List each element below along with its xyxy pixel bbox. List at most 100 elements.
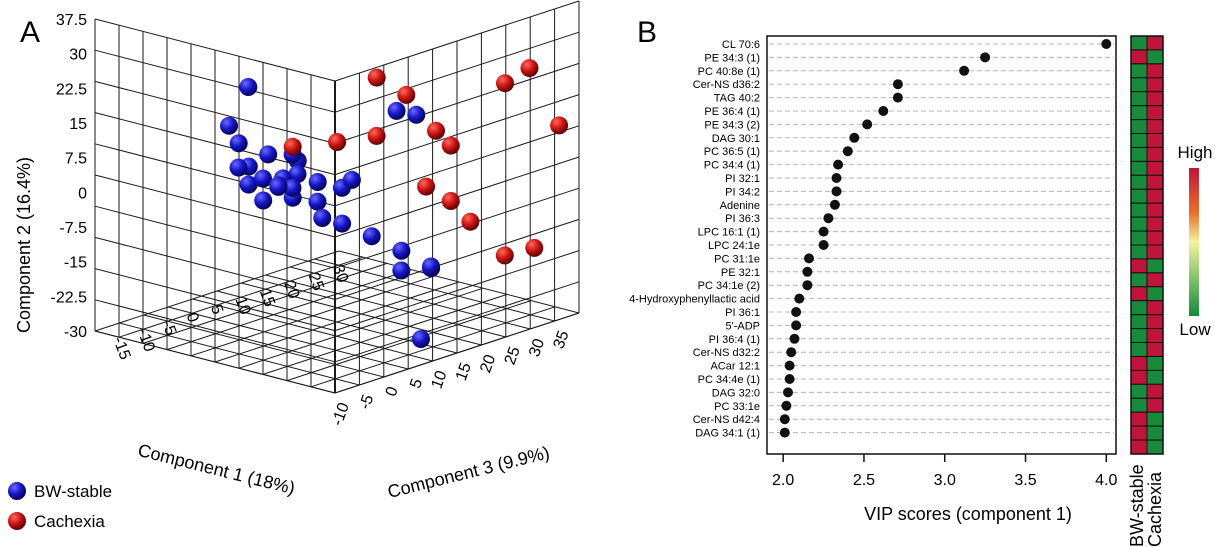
point-bw-stable [229, 158, 248, 177]
heatmap-strip [1130, 35, 1164, 455]
grid-line [334, 187, 580, 269]
y-tick-label: 22.5 [56, 81, 87, 98]
y-axis-label: Component 2 (16.4%) [14, 157, 34, 333]
legend-item-bw-stable: BW-stable [8, 482, 112, 501]
grid-line [265, 274, 506, 338]
vip-dot [802, 280, 813, 291]
lipid-label: DAG 30:1 [712, 133, 760, 145]
y-tick-label: 0 [78, 185, 87, 202]
lipid-label: Adenine [720, 200, 760, 212]
point-bw-stable [392, 261, 411, 280]
vip-dot [831, 186, 842, 197]
grid-line [94, 205, 336, 269]
vip-dot [862, 119, 873, 130]
grid-line [168, 306, 409, 370]
vip-dot [959, 65, 970, 76]
grid-line [334, 218, 580, 300]
lipid-label: PC 34:4e (1) [698, 374, 760, 386]
lipid-label: PC 31:1e [714, 253, 760, 265]
heat-cell-bw-stable [1130, 119, 1148, 135]
vip-dot [833, 159, 844, 170]
lipid-label: Cer-NS d32:2 [693, 347, 760, 359]
heat-cell-bw-stable [1130, 397, 1148, 413]
heat-cell-bw-stable [1130, 314, 1148, 330]
vip-dot [781, 400, 792, 411]
lipid-label: TAG 40:2 [714, 93, 760, 105]
grid-line [334, 281, 580, 363]
point-bw-stable [283, 178, 302, 197]
vip-dot [849, 132, 860, 143]
heat-cell-cachexia [1146, 35, 1164, 51]
heat-cell-bw-stable [1130, 383, 1148, 399]
lipid-label: 5'-ADP [726, 320, 761, 332]
heat-cell-cachexia [1146, 258, 1164, 274]
vip-x-axis-label: VIP scores (component 1) [864, 504, 1072, 524]
point-bw-stable [387, 101, 406, 120]
vip-tick-label: 3.5 [1014, 472, 1036, 489]
heat-cell-cachexia [1146, 202, 1164, 218]
vip-tick-label: 4.0 [1095, 472, 1117, 489]
point-bw-stable [342, 170, 361, 189]
heat-cell-bw-stable [1130, 411, 1148, 427]
point-cachexia [441, 136, 460, 155]
point-bw-stable [239, 78, 258, 96]
heat-cell-bw-stable [1130, 342, 1148, 357]
point-bw-stable [308, 192, 327, 211]
x-tick-label: -15 [109, 335, 133, 363]
z-tick-label: 35 [550, 328, 572, 351]
vip-dot [804, 253, 814, 264]
vip-dot [892, 92, 903, 103]
heat-cell-bw-stable [1130, 272, 1148, 288]
y-tick-label: 37.5 [56, 12, 87, 29]
x-tick-label: 0 [183, 311, 202, 325]
point-bw-stable [308, 173, 327, 191]
z-tick-label: 20 [477, 352, 499, 375]
heat-cell-cachexia [1146, 314, 1164, 330]
grid-line [94, 49, 336, 113]
panel-a-letter: A [20, 16, 40, 49]
heat-cell-cachexia [1146, 439, 1164, 455]
point-bw-stable [254, 169, 272, 188]
x-tick-label: -10 [134, 327, 158, 355]
vip-dot [829, 199, 840, 210]
grid-line [94, 268, 336, 332]
lipid-label: 4-Hydroxyphenyllactic acid [629, 294, 760, 306]
point-cachexia [367, 126, 386, 145]
x-tick-label: 20 [280, 279, 302, 302]
lipid-label: DAG 34:1 (1) [695, 428, 760, 440]
heatmap-frame [1130, 35, 1164, 455]
lipid-label: ACar 12:1 [710, 361, 760, 373]
scale-high-label: High [1178, 143, 1213, 162]
lipid-label: LPC 16:1 (1) [698, 227, 760, 239]
vip-dot [791, 320, 802, 331]
heat-cell-bw-stable [1130, 216, 1148, 232]
grid-line [334, 94, 580, 176]
point-bw-stable [239, 175, 258, 194]
color-scale: High Low [1178, 143, 1213, 339]
y-tick-label: -7.5 [59, 220, 87, 237]
vip-dot [783, 387, 793, 398]
heat-cell-cachexia [1146, 147, 1164, 162]
point-bw-stable [422, 257, 440, 276]
y-tick-label: 7.5 [65, 151, 87, 168]
heat-cell-cachexia [1146, 397, 1164, 413]
z-tick-label: 10 [428, 368, 450, 391]
lipid-label: DAG 32:0 [712, 387, 760, 399]
point-bw-stable [362, 227, 381, 246]
point-cachexia [417, 177, 436, 196]
point-cachexia [520, 59, 539, 78]
heat-cell-cachexia [1146, 342, 1164, 357]
point-cachexia [367, 68, 386, 87]
lipid-label: PI 34:2 [725, 186, 760, 198]
x-tick-label: -5 [158, 319, 179, 338]
lipid-label: PC 34:1e (2) [698, 280, 760, 292]
z-tick-label: 0 [383, 384, 402, 398]
heat-cell-bw-stable [1130, 258, 1148, 274]
y-tick-label: -22.5 [51, 289, 88, 306]
z-tick-label: 15 [453, 360, 475, 383]
heat-cell-bw-stable [1130, 147, 1148, 162]
z-tick-label: 5 [407, 376, 426, 390]
point-cachexia [496, 74, 514, 93]
